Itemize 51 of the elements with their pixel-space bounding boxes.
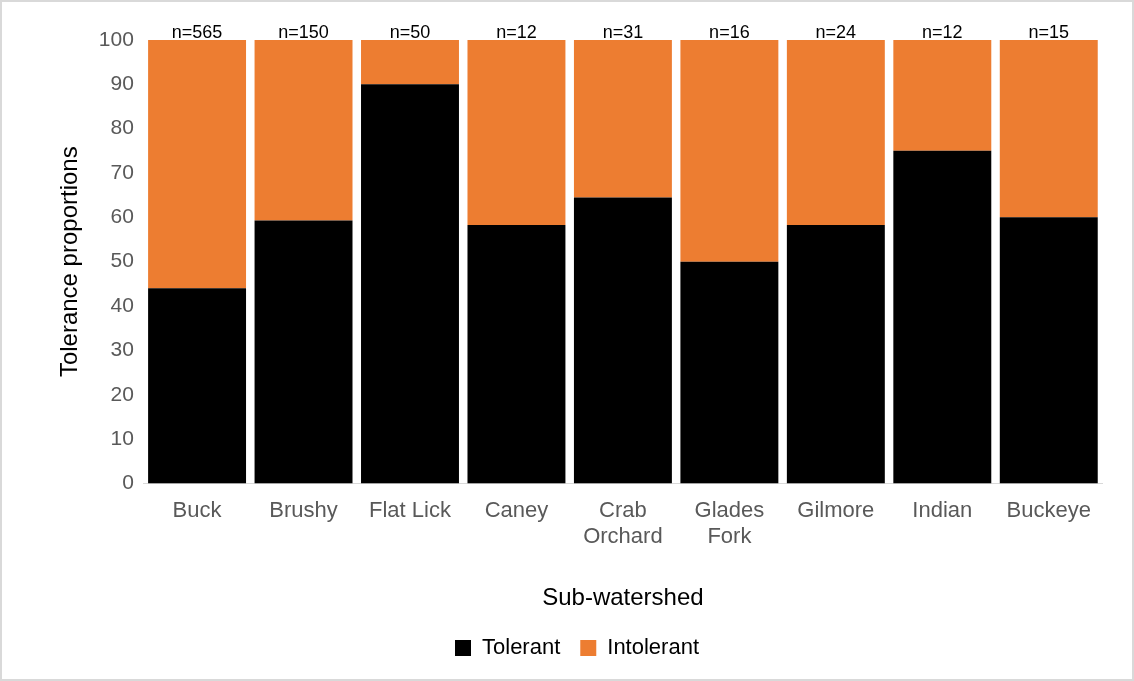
y-tick-label: 70 (110, 159, 134, 183)
bar (893, 150, 992, 484)
x-tick-label: Crab Orchard (583, 496, 663, 549)
bar (467, 224, 566, 484)
x-tick-label: Brushy (269, 496, 338, 522)
annotation: n=24 (815, 21, 857, 42)
y-tick-label: 40 (110, 292, 134, 316)
legend-label: Intolerant (607, 634, 699, 660)
x-tick-label: Caney (484, 496, 549, 522)
y-tick-label: 20 (110, 381, 134, 405)
x-tick-label: Buck (172, 496, 223, 522)
annotation: n=50 (389, 21, 431, 42)
bar (999, 217, 1098, 484)
bar (361, 84, 459, 484)
bar (893, 40, 992, 151)
bar (573, 197, 672, 484)
bar (786, 224, 885, 484)
y-tick-label: 30 (110, 337, 134, 361)
annotation: n=15 (1028, 21, 1070, 42)
bar (148, 40, 247, 289)
annotation: n=150 (278, 21, 329, 42)
bar (999, 40, 1098, 218)
annotation: n=31 (602, 21, 644, 42)
y-tick-label: 0 (122, 470, 134, 494)
bar (361, 40, 459, 85)
bar (786, 40, 885, 225)
bar (148, 288, 247, 484)
legend-label: Tolerant (482, 634, 561, 660)
annotation: n=12 (496, 21, 537, 42)
y-tick-label: 80 (110, 115, 134, 139)
y-tick-label: 100 (98, 26, 134, 50)
x-axis-title: Sub-watershed (542, 583, 704, 611)
x-tick-label: Glades Fork (694, 496, 765, 549)
bar (467, 40, 566, 225)
x-tick-label: Gilmore (797, 496, 875, 522)
bar (680, 40, 779, 262)
y-tick-label: 50 (110, 248, 134, 272)
x-tick-label: Flat Lick (369, 496, 452, 522)
annotation: n=12 (922, 21, 963, 42)
bar (254, 40, 353, 221)
y-tick-label: 90 (110, 71, 134, 95)
y-tick-label: 10 (110, 425, 134, 449)
bar (254, 220, 353, 484)
x-tick-label: Indian (912, 496, 973, 522)
annotation: n=565 (171, 21, 223, 42)
annotation: n=16 (709, 21, 750, 42)
bar (573, 40, 672, 198)
bar (680, 261, 779, 484)
y-tick-label: 60 (110, 204, 134, 228)
x-tick-label: Buckeye (1006, 496, 1091, 522)
y-axis-title: Tolerance proportions (55, 146, 83, 378)
